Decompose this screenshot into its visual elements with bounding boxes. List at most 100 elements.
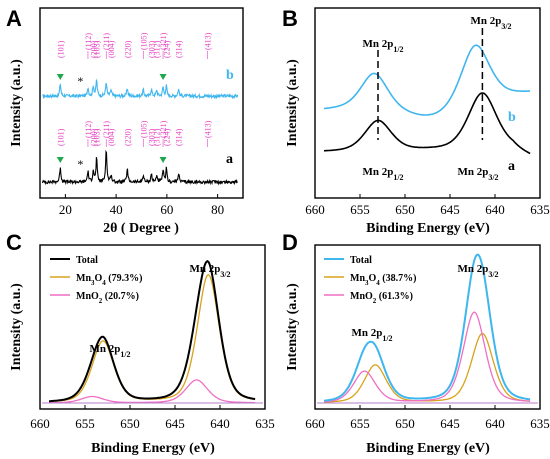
panel-d-label: D [282, 230, 298, 255]
plane-label: (312) [153, 40, 162, 58]
panel-d: D 660 655 650 645 640 635 Total Mn3O4 (38.7%) Mn… [282, 230, 550, 456]
fit-component-0 [324, 332, 531, 403]
x-tick-label: 645 [165, 416, 185, 431]
x-tick-label: 660 [305, 416, 325, 431]
panel-c-xlabel: Binding Energy (eV) [91, 441, 215, 456]
x-tick-label: 20 [59, 202, 72, 217]
plane-label: (413) [203, 32, 212, 50]
panel-b-ann-2p32-top: Mn 2p3/2 [470, 15, 511, 31]
panel-a: A 20 40 60 80(101) (112)(200)(103) (211)(004)… [6, 6, 244, 236]
panel-a-xlabel: 2θ ( Degree ) [103, 221, 179, 236]
plane-label: (200) [89, 40, 98, 58]
x-tick-label: 660 [305, 202, 325, 217]
x-tick-label: 80 [211, 202, 224, 217]
legend-entry: Total [76, 255, 98, 266]
x-tick-label: 655 [350, 416, 370, 431]
plane-label: (004) [107, 40, 116, 58]
legend-entry: Mn3O4 (38.7%) [350, 273, 416, 287]
fit-component-1 [323, 311, 531, 403]
x-tick-label: 635 [530, 202, 550, 217]
legend-entry: Total [350, 255, 372, 266]
plane-label: (105) [139, 32, 148, 50]
panel-d-xlabel: Binding Energy (eV) [366, 441, 490, 456]
panel-c-ann-2p32: Mn 2p3/2 [189, 263, 230, 279]
plane-label: (321) [159, 32, 168, 50]
asterisk-marker: * [77, 157, 83, 171]
panel-c-ann-2p12: Mn 2p1/2 [89, 343, 130, 359]
plane-label: (105) [139, 120, 148, 138]
plane-label: (224) [162, 40, 171, 58]
legend-entry: MnO2 (20.7%) [76, 291, 139, 305]
x-tick-label: 40 [110, 202, 123, 217]
x-tick-label: 645 [440, 416, 460, 431]
x-tick-label: 640 [210, 416, 230, 431]
panel-c-label: C [6, 230, 22, 255]
panel-a-curve-a-label: a [226, 152, 233, 167]
panel-b-ann-2p32-bot: Mn 2p3/2 [457, 166, 498, 182]
x-tick-label: 655 [75, 416, 95, 431]
plane-label: (103) [93, 128, 102, 146]
plane-label: (224) [162, 128, 171, 146]
panel-b-curve-b-label: b [508, 110, 516, 125]
asterisk-marker: * [77, 74, 83, 88]
panel-a-curve-b-label: b [226, 68, 234, 83]
plane-label: (220) [123, 40, 132, 58]
fit-component-1 [49, 379, 256, 404]
x-tick-label: 640 [485, 416, 505, 431]
xrd-curve-b [42, 78, 239, 100]
plane-label: (303) [147, 40, 156, 58]
plane-label: (413) [203, 120, 212, 138]
panel-d-ann-2p32: Mn 2p3/2 [457, 263, 498, 279]
panel-b-curve-a-label: a [508, 159, 515, 174]
x-tick-label: 655 [350, 202, 370, 217]
plane-label: (112) [84, 121, 93, 138]
x-tick-label: 635 [255, 416, 275, 431]
green-triangle-marker [56, 74, 64, 80]
panel-b: B 660 655 650 645 640 635 Intensity (a.u.) Bi… [282, 6, 550, 236]
fit-total [323, 253, 531, 402]
fit-total [49, 260, 256, 403]
panel-c: C 660 655 650 645 640 635 Total Mn3O4 (79.3%) Mn… [6, 230, 275, 456]
x-tick-label: 645 [440, 202, 460, 217]
panel-a-frame [39, 7, 244, 199]
xps-curve-a [323, 92, 531, 155]
panel-d-frame [314, 244, 541, 410]
x-tick-label: 60 [160, 202, 173, 217]
panel-b-ann-2p12-top: Mn 2p1/2 [362, 38, 403, 54]
panel-d-ann-2p12: Mn 2p1/2 [351, 327, 392, 343]
panel-c-ylabel: Intensity (a.u.) [9, 283, 24, 371]
x-tick-label: 650 [120, 416, 140, 431]
plane-label: (103) [93, 40, 102, 58]
plane-label: (004) [107, 128, 116, 146]
x-tick-label: 660 [30, 416, 50, 431]
plane-label: (211) [102, 121, 111, 138]
green-triangle-marker [56, 157, 64, 163]
legend-entry: Mn3O4 (79.3%) [76, 273, 142, 287]
xrd-curve-a [41, 149, 238, 186]
plane-label: (101) [56, 128, 65, 146]
plane-label: (200) [89, 128, 98, 146]
green-triangle-marker [159, 74, 167, 80]
x-tick-label: 650 [395, 202, 415, 217]
plane-label: (303) [147, 128, 156, 146]
panel-c-frame [39, 244, 266, 410]
panel-b-ylabel: Intensity (a.u.) [285, 59, 300, 147]
plane-label: (112) [84, 33, 93, 50]
panel-d-ylabel: Intensity (a.u.) [285, 283, 300, 371]
legend-entry: MnO2 (61.3%) [350, 291, 413, 305]
plane-label: (314) [175, 40, 184, 58]
panel-b-xlabel: Binding Energy (eV) [366, 221, 490, 236]
panel-a-label: A [6, 6, 22, 31]
xps-curve-b [323, 44, 531, 116]
plane-label: (312) [153, 128, 162, 146]
panel-b-label: B [282, 6, 298, 31]
panel-b-frame [314, 7, 541, 199]
plane-label: (321) [159, 120, 168, 138]
x-tick-label: 635 [530, 416, 550, 431]
plane-label: (211) [102, 33, 111, 50]
plane-label: (220) [123, 128, 132, 146]
panel-b-ann-2p12-bot: Mn 2p1/2 [362, 166, 403, 182]
panel-a-ylabel: Intensity (a.u.) [9, 59, 24, 147]
x-tick-label: 640 [485, 202, 505, 217]
